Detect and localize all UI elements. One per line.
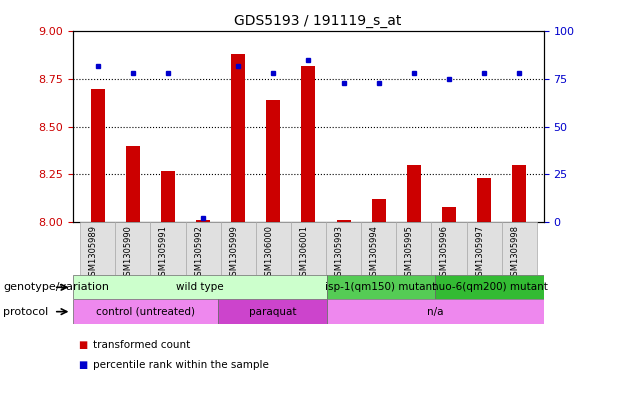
Text: nuo-6(qm200) mutant: nuo-6(qm200) mutant xyxy=(432,282,548,292)
Bar xyxy=(73,275,326,299)
Bar xyxy=(326,275,435,299)
Bar xyxy=(407,165,421,222)
Text: GSM1305989: GSM1305989 xyxy=(89,225,98,281)
Bar xyxy=(502,222,537,275)
Text: GDS5193 / 191119_s_at: GDS5193 / 191119_s_at xyxy=(234,14,402,28)
Bar xyxy=(326,299,544,324)
Text: n/a: n/a xyxy=(427,307,443,317)
Text: percentile rank within the sample: percentile rank within the sample xyxy=(93,360,270,370)
Bar xyxy=(435,275,544,299)
Text: protocol: protocol xyxy=(3,307,48,317)
Bar xyxy=(186,222,221,275)
Bar xyxy=(150,222,186,275)
Text: GSM1305993: GSM1305993 xyxy=(335,225,343,281)
Text: GSM1305995: GSM1305995 xyxy=(405,225,414,281)
Bar xyxy=(73,299,218,324)
Bar xyxy=(221,222,256,275)
Text: GSM1305990: GSM1305990 xyxy=(124,225,133,281)
Bar xyxy=(196,220,210,222)
Bar xyxy=(232,54,245,222)
Bar xyxy=(512,165,526,222)
Text: isp-1(qm150) mutant: isp-1(qm150) mutant xyxy=(325,282,436,292)
Text: ■: ■ xyxy=(78,340,88,351)
Text: GSM1306000: GSM1306000 xyxy=(265,225,273,281)
Text: GSM1306001: GSM1306001 xyxy=(300,225,308,281)
Text: GSM1305996: GSM1305996 xyxy=(440,225,449,281)
Bar xyxy=(115,222,150,275)
Text: GSM1305998: GSM1305998 xyxy=(510,225,519,281)
Bar xyxy=(126,146,140,222)
Bar xyxy=(326,222,361,275)
Bar xyxy=(442,207,456,222)
Bar xyxy=(218,299,326,324)
Bar xyxy=(91,89,105,222)
Text: transformed count: transformed count xyxy=(93,340,191,351)
Text: genotype/variation: genotype/variation xyxy=(3,282,109,292)
Text: GSM1305999: GSM1305999 xyxy=(229,225,238,281)
Bar xyxy=(291,222,326,275)
Bar xyxy=(301,66,315,222)
Bar xyxy=(266,100,280,222)
Text: GSM1305994: GSM1305994 xyxy=(370,225,378,281)
Bar xyxy=(477,178,491,222)
Bar xyxy=(431,222,467,275)
Text: GSM1305992: GSM1305992 xyxy=(194,225,203,281)
Text: wild type: wild type xyxy=(176,282,224,292)
Bar xyxy=(467,222,502,275)
Text: GSM1305991: GSM1305991 xyxy=(159,225,168,281)
Text: GSM1305997: GSM1305997 xyxy=(475,225,484,281)
Text: ■: ■ xyxy=(78,360,88,370)
Bar xyxy=(80,222,115,275)
Bar xyxy=(161,171,175,222)
Bar xyxy=(336,220,350,222)
Bar xyxy=(361,222,396,275)
Bar xyxy=(396,222,431,275)
Bar xyxy=(371,199,385,222)
Bar xyxy=(256,222,291,275)
Text: control (untreated): control (untreated) xyxy=(96,307,195,317)
Text: paraquat: paraquat xyxy=(249,307,296,317)
